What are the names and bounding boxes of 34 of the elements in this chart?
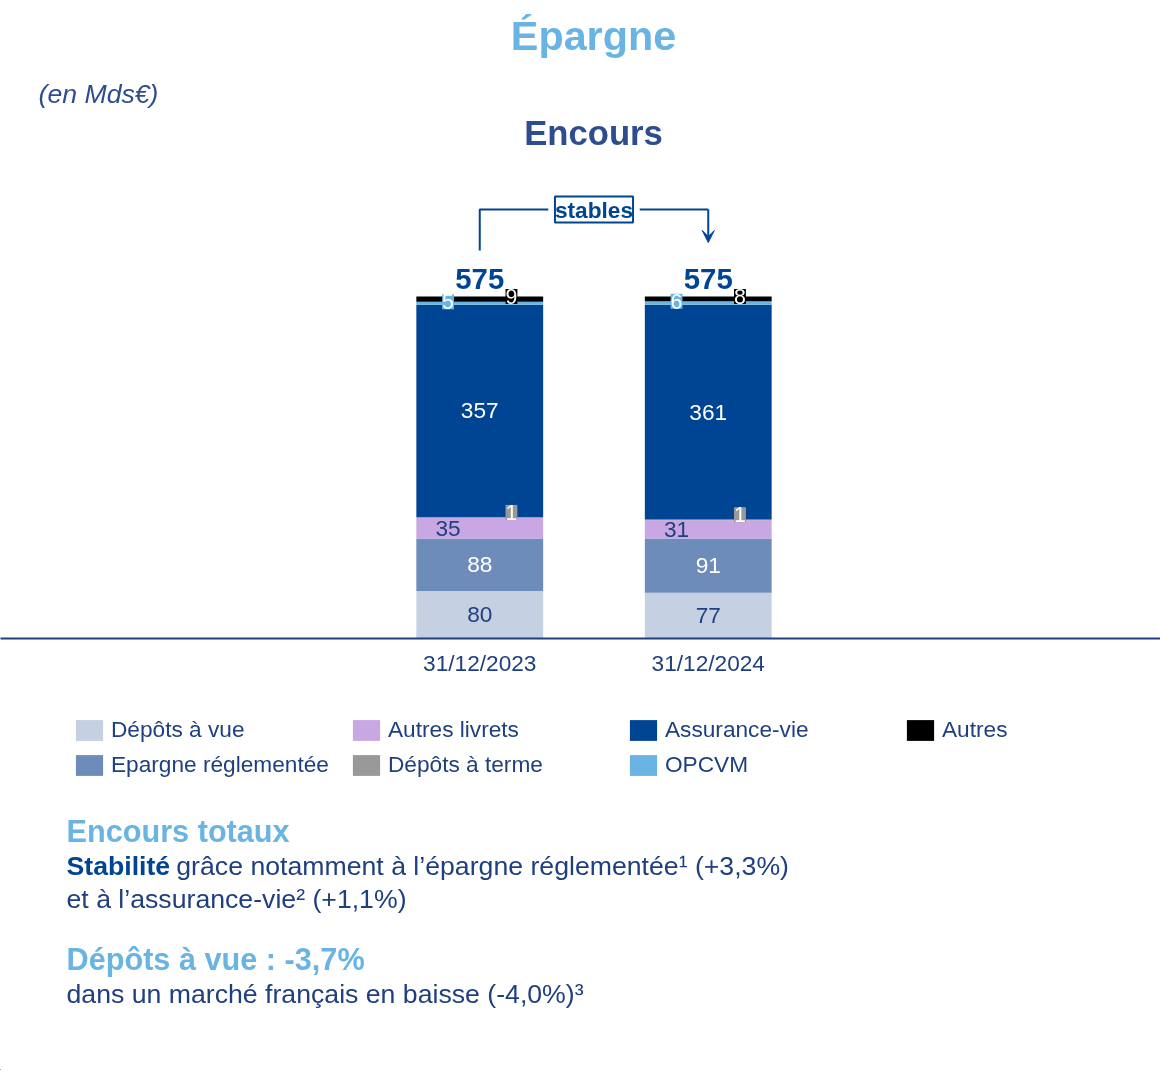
total-label: 575 (683, 262, 733, 296)
legend-label: Dépôts à terme (388, 751, 544, 778)
legend-label: Epargne réglementée (111, 751, 330, 778)
chart-title: Épargne (510, 12, 677, 59)
legend-label: Dépôts à vue (111, 716, 246, 743)
data-label: 35 (435, 514, 461, 541)
data-label: 5 (442, 290, 454, 315)
text: stables (554, 196, 634, 223)
data-label: 361 (689, 398, 728, 425)
data-label: 8 (734, 285, 746, 309)
x-tick-label: 31/12/2024 (651, 649, 765, 676)
text: Stabilité grâce notamment à l’épargne réglementée¹ (+3,3%) (66, 850, 789, 881)
data-label: 77 (695, 602, 721, 629)
legend-label: OPCVM (665, 751, 750, 778)
text: dans un marché français en baisse (-4,0%)³ (66, 978, 584, 1009)
text: Encours totaux (66, 813, 290, 848)
legend-label: Autres (942, 716, 1009, 743)
chart-subtitle: Encours (524, 113, 663, 152)
text: et à l’assurance-vie² (+1,1%) (66, 883, 407, 914)
data-label: 91 (695, 552, 721, 579)
data-label: 357 (460, 397, 499, 424)
data-label: 80 (467, 601, 493, 628)
data-label: 31 (663, 515, 690, 542)
text: Dépôts à vue : -3,7% (66, 941, 365, 977)
x-tick-label: 31/12/2023 (423, 649, 537, 676)
legend-label: Autres livrets (388, 716, 520, 743)
data-label: 6 (670, 289, 683, 314)
data-label: 1 (734, 503, 746, 528)
total-label: 575 (455, 262, 505, 296)
data-label: 88 (467, 551, 493, 578)
data-label: 1 (505, 500, 518, 525)
data-label: 9 (505, 285, 518, 309)
text: (en Mds€) (38, 78, 159, 109)
legend-label: Assurance-vie (665, 716, 810, 743)
